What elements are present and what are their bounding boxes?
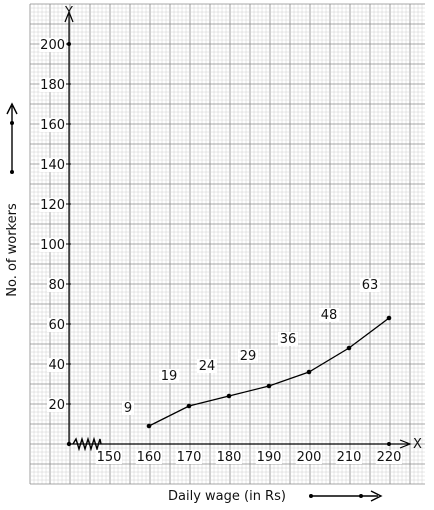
y-tick-label: 20 — [48, 398, 65, 413]
data-point — [146, 423, 152, 429]
side-arrow-dot — [10, 170, 14, 174]
x-tick-label-bg — [136, 450, 162, 464]
data-label-bg — [238, 349, 258, 363]
y-tick-label: 160 — [40, 118, 65, 133]
x-tick-label: 190 — [257, 450, 282, 465]
x-tick-label-bg — [176, 450, 202, 464]
y-axis-title: No. of workers — [5, 203, 20, 297]
y-tick-label: 200 — [40, 38, 65, 53]
data-label-bg — [360, 278, 380, 292]
x-tick-label: 210 — [337, 450, 362, 465]
y-tick-label: 180 — [40, 78, 65, 93]
y-tick-label-bg — [39, 198, 66, 212]
decorations — [6, 102, 383, 502]
data-point — [186, 403, 192, 409]
y-axis-arrow — [64, 10, 74, 23]
x-tick-label: 160 — [137, 450, 162, 465]
x-tick-label: 180 — [217, 450, 242, 465]
y-tick-label-bg — [39, 158, 66, 172]
y-tick-label: 40 — [48, 358, 65, 373]
y-tick-label: 100 — [40, 238, 65, 253]
data-label-bg — [122, 401, 134, 415]
data-label: 9 — [124, 401, 132, 416]
y-axis-letter: Y — [64, 5, 73, 20]
y-tick-label-bg — [47, 318, 66, 332]
data-label: 48 — [321, 308, 338, 323]
data-point — [346, 345, 352, 351]
data-label: 24 — [199, 359, 216, 374]
data-point — [306, 369, 312, 375]
data-label-bg — [278, 332, 298, 346]
data-label-bg — [159, 369, 179, 383]
data-label-bg — [319, 308, 339, 322]
bottom-arrow-dot — [309, 494, 313, 498]
x-tick-label-bg — [216, 450, 242, 464]
grid — [29, 3, 425, 485]
x-axis-letter: X — [413, 437, 422, 452]
data-point — [386, 315, 392, 321]
x-axis-break — [72, 436, 102, 452]
y-tick-label-bg — [47, 278, 66, 292]
x-tick-label: 150 — [97, 450, 122, 465]
series-line — [146, 315, 392, 429]
y-tick-label-bg — [39, 118, 66, 132]
y-tick-label: 60 — [48, 318, 65, 333]
data-label-bg — [197, 359, 217, 373]
origin-point — [66, 441, 72, 447]
y-tick-label: 120 — [40, 198, 65, 213]
side-arrow-head — [6, 102, 18, 115]
y-tick-label-bg — [47, 358, 66, 372]
y-tick-label: 140 — [40, 158, 65, 173]
y-tick-label-bg — [39, 38, 66, 52]
x-tick-label-bg — [296, 450, 322, 464]
bottom-arrow-head — [370, 490, 383, 502]
data-label: 63 — [362, 278, 379, 293]
data-label: 29 — [240, 349, 257, 364]
x-tick-label: 170 — [177, 450, 202, 465]
data-point — [226, 393, 232, 399]
y-tick-label-bg — [39, 78, 66, 92]
data-point — [266, 383, 272, 389]
x-axis-end-point — [387, 442, 391, 446]
x-tick-label: 200 — [297, 450, 322, 465]
labels: 20 40 60 80 100 120 140 160 180 200 150 160 170 180 19… — [5, 5, 422, 504]
x-tick-label-bg — [256, 450, 282, 464]
bottom-arrow-dot — [359, 494, 363, 498]
data-label: 36 — [280, 332, 297, 347]
data-label: 19 — [161, 369, 178, 384]
x-axis-arrow — [399, 439, 412, 449]
x-tick-label: 220 — [377, 450, 402, 465]
side-arrow-dot — [10, 121, 14, 125]
y-tick-label-bg — [47, 398, 66, 412]
y-tick-label: 80 — [48, 278, 65, 293]
y-tick-label-bg — [39, 238, 66, 252]
x-tick-label-bg — [376, 450, 402, 464]
x-tick-label-bg — [336, 450, 362, 464]
x-tick-label-bg — [96, 450, 122, 464]
x-axis-title: Daily wage (in Rs) — [168, 489, 286, 504]
